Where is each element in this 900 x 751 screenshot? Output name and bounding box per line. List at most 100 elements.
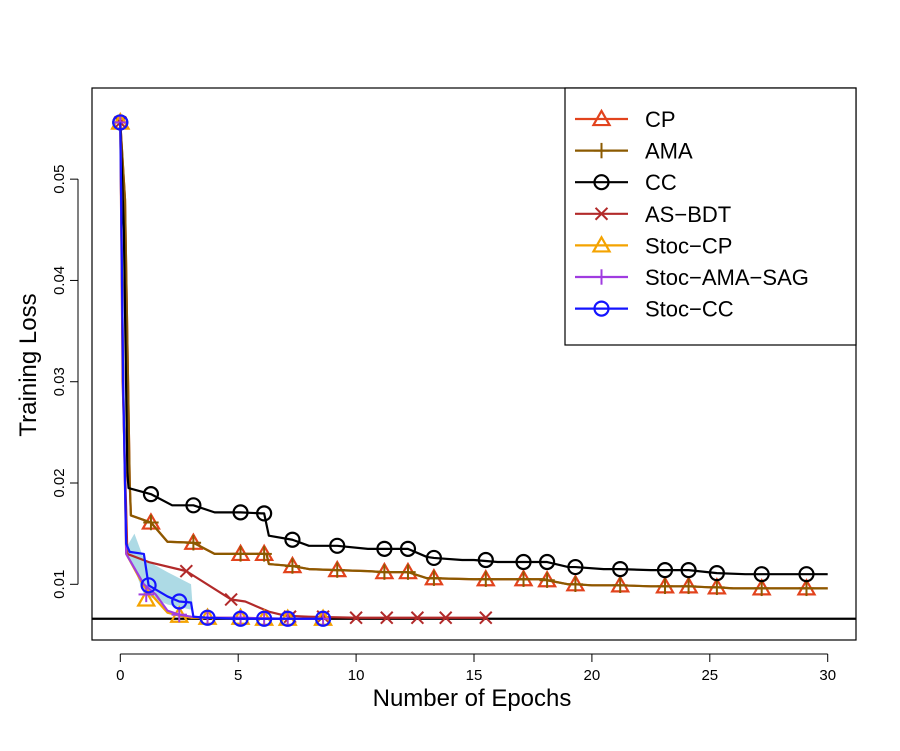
plot-frame — [91, 87, 857, 641]
legend-item: AMA — [575, 139, 693, 164]
data-point — [349, 611, 363, 625]
data-point — [376, 564, 393, 580]
data-point — [612, 577, 628, 594]
data-point — [657, 578, 673, 595]
data-point — [140, 577, 157, 594]
data-point — [400, 564, 416, 580]
x-tick-label: 30 — [819, 667, 836, 684]
data-point — [477, 551, 494, 569]
x-tick-label: 25 — [701, 667, 718, 684]
data-point — [753, 566, 770, 583]
data-point-b — [224, 592, 238, 607]
data-point — [680, 578, 697, 595]
data-point — [539, 572, 555, 588]
data-point — [376, 540, 393, 557]
data-point — [439, 611, 453, 625]
legend-item: Stoc−CC — [575, 297, 734, 322]
legend-label: CC — [645, 170, 677, 195]
data-point — [680, 562, 697, 579]
series-5 — [112, 114, 331, 627]
data-point — [567, 558, 584, 576]
data-point — [256, 610, 273, 627]
y-tick-label: 0.03 — [51, 367, 68, 396]
data-point — [708, 565, 725, 582]
data-point — [798, 580, 815, 597]
legend-box — [564, 87, 857, 346]
data-point-b — [380, 611, 394, 625]
x-tick-label: 20 — [584, 667, 601, 684]
series-layer — [110, 112, 828, 627]
legend-item: AS−BDT — [575, 202, 731, 227]
legend-item: CC — [575, 170, 677, 195]
data-point — [612, 561, 629, 578]
data-point — [410, 611, 425, 625]
data-point — [138, 586, 154, 603]
y-tick-label: 0.02 — [51, 468, 68, 497]
data-point — [232, 610, 249, 627]
series-6 — [112, 114, 332, 627]
data-point — [380, 611, 394, 625]
spread-band-layer — [127, 533, 194, 619]
legend-label: AS−BDT — [645, 202, 731, 227]
x-axis: 0 5 10 15 20 25 30 — [116, 653, 836, 684]
data-point — [136, 589, 157, 607]
spread-band — [127, 533, 194, 619]
legend-label: AMA — [645, 139, 693, 164]
legend-swatch-marker-b — [594, 207, 609, 221]
data-point — [515, 553, 532, 571]
series-line — [119, 122, 828, 576]
series-4 — [110, 112, 334, 626]
x-tick-label: 15 — [466, 667, 483, 684]
x-axis-title: Number of Epochs — [373, 685, 572, 712]
data-point — [224, 592, 238, 607]
data-point-b — [410, 611, 425, 625]
data-point — [656, 562, 674, 579]
data-point — [798, 566, 815, 583]
legend-swatch-marker — [593, 300, 610, 317]
legend-swatch-marker — [593, 174, 610, 191]
x-tick-label: 5 — [234, 667, 242, 684]
data-point — [479, 611, 493, 625]
data-point — [399, 540, 417, 557]
series-2 — [112, 114, 828, 583]
y-tick-label: 0.01 — [51, 570, 68, 599]
data-point — [284, 531, 301, 548]
y-axis: 0.01 0.02 0.03 0.04 0.05 — [51, 165, 79, 599]
data-point — [199, 609, 216, 626]
series-line — [119, 122, 324, 620]
y-tick-label: 0.05 — [51, 165, 68, 194]
data-point — [284, 558, 301, 574]
legend-item: Stoc−AMA−SAG — [575, 265, 809, 290]
data-point — [232, 504, 249, 521]
data-point — [425, 549, 443, 567]
data-point-b — [349, 611, 363, 625]
legend-label: CP — [645, 107, 676, 132]
data-point — [112, 114, 129, 131]
legend-swatch-marker — [594, 207, 609, 221]
legend-swatch-marker — [591, 235, 612, 253]
data-point — [426, 570, 442, 586]
data-point-b — [479, 611, 493, 625]
data-point — [538, 553, 556, 571]
legend: CP AMA CC AS−BDT Stoc−CP Stoc−AMA−SAG Stoc−CC — [564, 87, 857, 346]
legend-label: Stoc−CC — [645, 297, 734, 322]
legend-label: Stoc−CP — [645, 233, 732, 258]
data-point — [256, 505, 273, 522]
data-point-b — [439, 611, 453, 625]
series-line — [119, 122, 324, 620]
data-point — [478, 571, 494, 587]
x-tick-label: 0 — [116, 667, 124, 684]
series-line — [119, 122, 324, 620]
data-point — [515, 571, 532, 587]
data-point — [753, 580, 770, 597]
data-point — [142, 486, 160, 503]
data-point — [314, 610, 332, 627]
legend-item: Stoc−CP — [575, 233, 732, 258]
legend-item: CP — [575, 107, 676, 132]
y-axis-title: Training Loss — [15, 293, 42, 436]
y-tick-label: 0.04 — [51, 266, 68, 295]
data-point — [709, 579, 725, 596]
data-point — [256, 546, 272, 562]
series-3 — [113, 115, 493, 625]
